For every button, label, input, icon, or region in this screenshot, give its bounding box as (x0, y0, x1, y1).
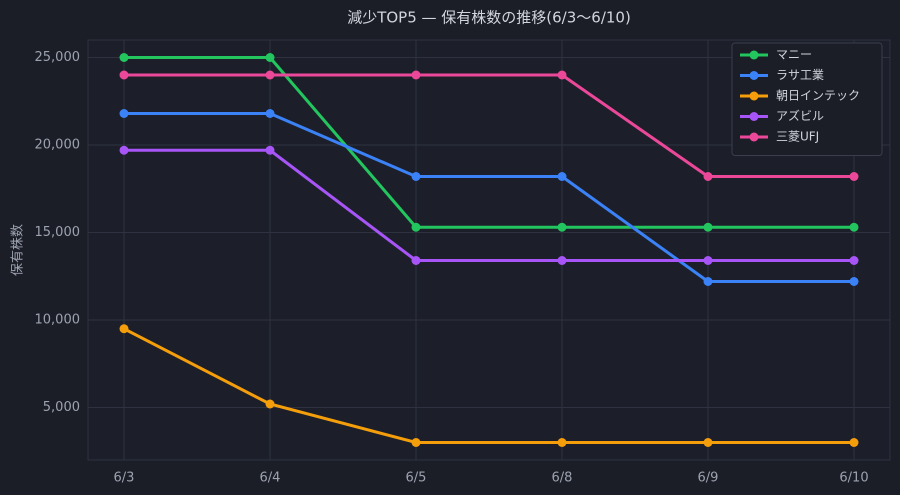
legend-label: アズビル (776, 108, 824, 123)
data-point (265, 145, 275, 155)
legend-label: マニー (776, 48, 812, 62)
x-tick-label: 6/3 (114, 471, 135, 486)
data-point (119, 324, 129, 334)
series-line (124, 148, 854, 262)
data-point (411, 438, 421, 447)
y-tick-label: 20,000 (35, 138, 81, 153)
series-line (124, 56, 854, 229)
data-point (265, 399, 275, 409)
legend-label: ラサ工業 (776, 68, 824, 82)
y-axis-label: 保有株数 (11, 224, 26, 276)
data-point (703, 222, 713, 232)
data-point (411, 172, 421, 181)
data-point (849, 256, 859, 265)
data-point (849, 172, 859, 181)
data-point (411, 222, 421, 232)
series-line (123, 327, 854, 444)
data-point (119, 109, 129, 118)
series-line (124, 73, 854, 178)
y-tick-label: 10,000 (35, 313, 81, 328)
data-point (703, 172, 713, 181)
x-tick-label: 6/9 (698, 471, 719, 486)
data-point (557, 438, 567, 447)
x-tick-label: 6/10 (839, 471, 868, 486)
data-point (703, 256, 713, 265)
data-point (119, 70, 129, 80)
data-point (849, 222, 859, 232)
y-tick-label: 25,000 (35, 50, 81, 65)
y-tick-label: 5,000 (43, 400, 80, 415)
x-tick-label: 6/8 (552, 471, 573, 486)
data-point (265, 109, 275, 118)
legend-label: 三菱UFJ (776, 130, 819, 144)
y-tick-label: 15,000 (35, 225, 81, 240)
data-point (703, 438, 713, 447)
legend-marker (749, 132, 759, 142)
data-point (557, 70, 567, 80)
data-point (557, 172, 567, 181)
data-point (849, 277, 859, 286)
series-line (124, 112, 854, 283)
chart-title: 減少TOP5 — 保有株数の推移(6/3〜6/10) (347, 9, 631, 27)
data-point (557, 222, 567, 232)
data-point (849, 438, 859, 447)
data-point (411, 70, 421, 80)
legend-label: 朝日インテック (776, 89, 860, 103)
data-point (703, 277, 713, 286)
data-point (265, 70, 275, 80)
x-tick-label: 6/5 (406, 471, 427, 486)
data-point (265, 53, 275, 62)
legend-marker (749, 71, 759, 80)
data-point (411, 256, 421, 265)
x-tick-label: 6/4 (260, 471, 281, 486)
data-point (557, 256, 567, 265)
legend-box (731, 42, 883, 156)
legend-marker (749, 91, 759, 101)
legend-marker (749, 112, 759, 121)
legend-marker (749, 50, 759, 60)
data-point (119, 145, 129, 155)
data-point (119, 53, 129, 62)
